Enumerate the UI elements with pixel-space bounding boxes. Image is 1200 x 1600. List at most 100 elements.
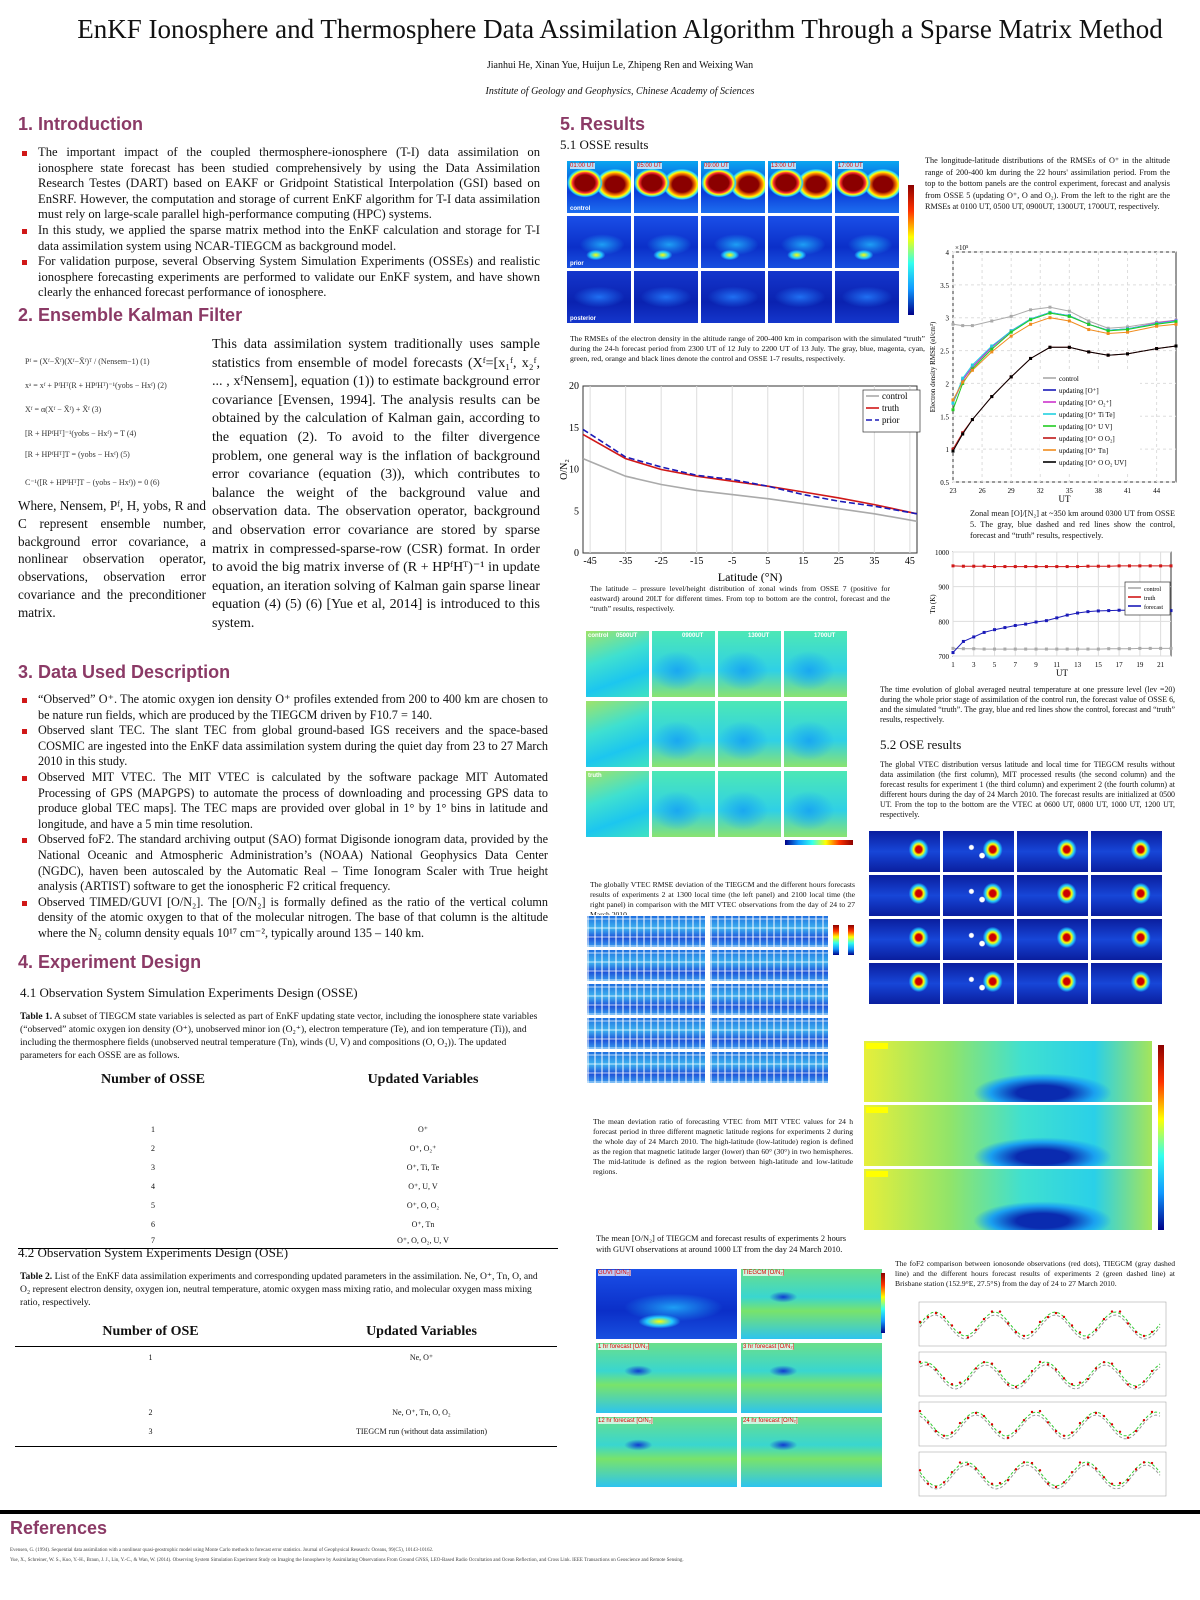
ionosonde-point [1054,1368,1058,1371]
on2-panel: 12 hr forecast [O/N₂] [595,1416,738,1488]
data-point [1106,331,1110,335]
x-tick-label: 35 [869,556,879,567]
data-point [1169,646,1173,650]
data-point [1067,319,1071,323]
vtec-rmse-caption: The globally VTEC RMSE deviation of the … [590,880,855,919]
ionosonde-point [974,1467,978,1470]
data-point [990,344,994,348]
table-row: 2 Ne, O⁺, Tn, O, O₂ [15,1369,557,1417]
ionosonde-point [918,1320,922,1324]
ionosonde-point [1118,1310,1122,1313]
panel-tag [866,1043,888,1049]
data-list: “Observed” O⁺. The atomic oxygen ion den… [18,692,548,942]
ionosonde-point [998,1481,1002,1485]
legend-label: truth [882,403,899,413]
data-point [1076,611,1080,615]
data-point [1044,565,1048,569]
ionosonde-point [1134,1429,1138,1433]
ionosonde-point [990,1482,994,1485]
data-point [1067,309,1071,313]
x-tick-label: 26 [979,487,987,495]
series-line [952,565,1171,568]
ionosonde-point [998,1430,1002,1433]
vtec-panel [1016,874,1089,917]
ionosonde-point [926,1315,930,1319]
guvi-on2-figure: GUVI [O/N₂] TIEGCM [O/N₂] 1 hr forecast [O… [585,1268,885,1500]
series-line [582,457,918,523]
ionosonde-point [1094,1467,1098,1470]
map-panel [633,270,699,324]
data-point [1107,609,1111,613]
map-panel [700,270,766,324]
data-point [951,646,955,650]
data-point [1126,328,1130,332]
data-point [1024,647,1028,651]
ionosonde-point [1150,1461,1154,1465]
data-point [970,365,974,369]
fof2-panel [918,1351,1167,1397]
wind-panel: 0900UT [651,630,716,698]
references-list: Evensen, G. (1994). Sequential data assi… [10,1546,1195,1566]
data-point [1174,320,1178,324]
ionosonde-point [990,1310,994,1313]
ionosonde-point [1094,1367,1098,1370]
data-point [1009,334,1013,338]
data-point [1067,345,1071,349]
panel-label: 1300UT [748,633,770,639]
x-tick-label: -5 [728,556,736,567]
map-panel [834,215,900,269]
ionosonde-point [950,1470,954,1474]
cell: 2 [151,1144,155,1153]
data-point [1003,626,1007,630]
ionosonde-point [982,1476,986,1479]
data-point [1024,565,1028,569]
x-tick-label: 45 [905,556,915,567]
ose-results-title: 5.2 OSE results [880,737,962,752]
colorbar [881,1273,885,1333]
data-bullet: “Observed” O⁺. The atomic oxygen ion den… [18,692,548,723]
cell: 7 [151,1236,155,1246]
intro-list: The important impact of the coupled ther… [18,145,540,301]
plot-frame [918,1351,1167,1397]
data-point [970,368,974,372]
cell: O⁺, O, O₂, U, V [397,1236,449,1246]
data-point [1174,322,1178,326]
on2-panel: 3 hr forecast [O/N₂] [740,1342,883,1414]
legend-label: prior [882,415,900,425]
vtec-rmse-panel [709,949,829,982]
data-point [1138,646,1142,650]
equation-6: C⁻¹([R + HPᶠHᵀ]T − (yobs − Hxᶠ)) = 0 (6) [25,478,160,487]
cell: 3 [148,1426,153,1436]
ionosonde-point [958,1381,962,1384]
vtec-panel [868,962,941,1005]
y-tick-label: 4 [946,249,950,257]
winds-caption: The latitude – pressure level/height dis… [590,584,890,613]
x-tick-label: 3 [972,661,976,669]
ionosonde-point [974,1367,978,1370]
ionosonde-point [950,1431,954,1434]
ionosonde-point [966,1462,970,1466]
data-point [972,564,976,568]
ionosonde-point [1038,1469,1042,1472]
ionosonde-point [1046,1315,1050,1319]
vtec-panel [942,830,1015,873]
data-point [951,322,955,326]
fof2-panel [918,1401,1167,1447]
fof2-panel [918,1451,1167,1497]
ionosonde-point [1094,1328,1098,1332]
ionosonde-point [926,1482,930,1485]
legend-label: updating [O⁺] [1059,387,1099,395]
plot-frame [918,1451,1167,1497]
fof2-caption: The foF2 comparison between ionosonde ob… [895,1259,1175,1288]
ionosonde-point [974,1328,978,1332]
vtec-map-figure [868,830,1168,1008]
ionosonde-point [1070,1383,1074,1386]
intro-bullet: In this study, we applied the sparse mat… [18,223,540,254]
vtec-panel [1016,962,1089,1005]
wind-panel: truth [585,770,650,838]
data-point [1065,565,1069,569]
table-row: 7 O⁺, O, O₂, U, V [18,1234,558,1248]
data-point [972,635,976,639]
panel-label: 24 hr forecast [O/N₂] [743,1418,798,1424]
data-point [1034,565,1038,569]
